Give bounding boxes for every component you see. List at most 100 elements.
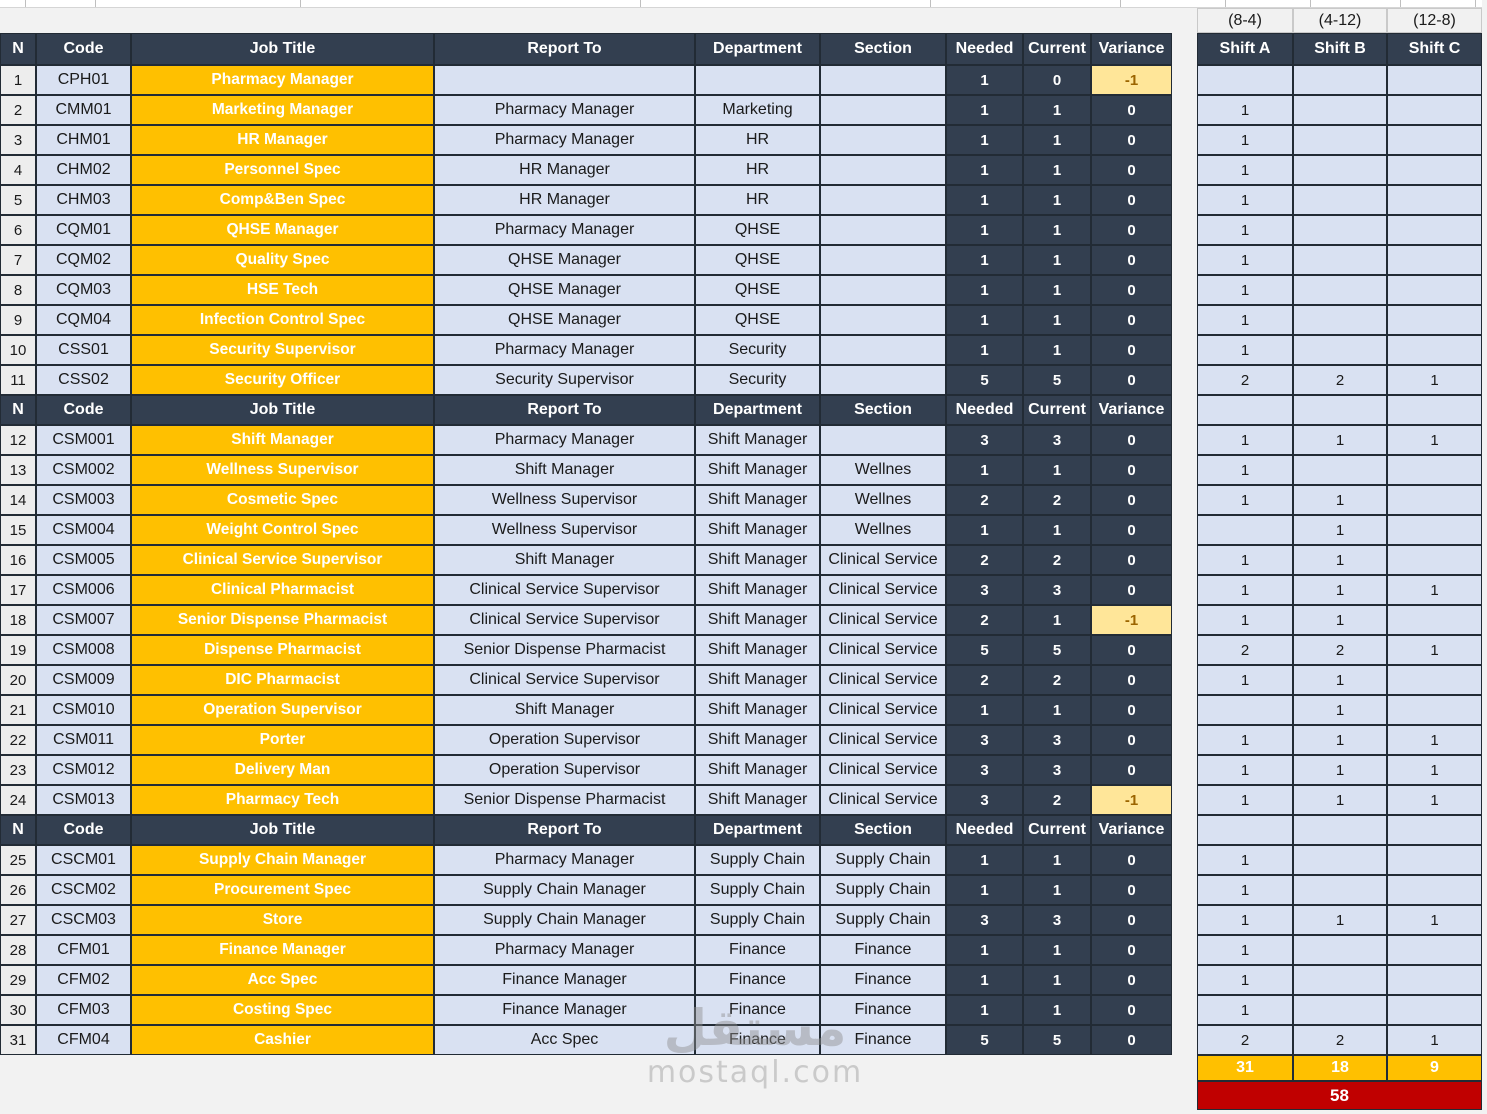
header-section[interactable]: Section — [820, 395, 946, 425]
report-to-cell[interactable]: QHSE Manager — [434, 305, 695, 335]
shift-b-cell[interactable]: 1 — [1293, 665, 1387, 695]
shift-a-cell[interactable]: 1 — [1197, 845, 1293, 875]
shift-b-cell[interactable]: 2 — [1293, 1025, 1387, 1055]
current-cell[interactable]: 1 — [1023, 965, 1091, 995]
row-number-cell[interactable]: 4 — [0, 155, 36, 185]
shift-c-cell[interactable]: 1 — [1387, 905, 1482, 935]
header-section[interactable]: Section — [820, 815, 946, 845]
shift-c-cell[interactable]: 1 — [1387, 365, 1482, 395]
section-cell[interactable]: Clinical Service — [820, 635, 946, 665]
row-number-cell[interactable]: 29 — [0, 965, 36, 995]
section-cell[interactable]: Finance — [820, 995, 946, 1025]
current-cell[interactable]: 1 — [1023, 185, 1091, 215]
code-cell[interactable]: CFM04 — [36, 1025, 131, 1055]
shift-c-cell[interactable] — [1387, 215, 1482, 245]
department-cell[interactable] — [695, 65, 820, 95]
department-cell[interactable]: Shift Manager — [695, 575, 820, 605]
needed-cell[interactable]: 1 — [946, 995, 1023, 1025]
department-cell[interactable]: Finance — [695, 1025, 820, 1055]
needed-cell[interactable]: 2 — [946, 485, 1023, 515]
shift-b-cell[interactable]: 2 — [1293, 365, 1387, 395]
shift-c-cell[interactable]: 1 — [1387, 755, 1482, 785]
code-cell[interactable]: CFM01 — [36, 935, 131, 965]
department-cell[interactable]: Supply Chain — [695, 875, 820, 905]
code-cell[interactable]: CPH01 — [36, 65, 131, 95]
section-cell[interactable]: Clinical Service — [820, 545, 946, 575]
current-cell[interactable]: 2 — [1023, 785, 1091, 815]
job-title-cell[interactable]: Costing Spec — [131, 995, 434, 1025]
header-needed[interactable]: Needed — [946, 815, 1023, 845]
code-cell[interactable]: CHM02 — [36, 155, 131, 185]
row-number-cell[interactable]: 26 — [0, 875, 36, 905]
row-number-cell[interactable]: 9 — [0, 305, 36, 335]
code-cell[interactable]: CSM013 — [36, 785, 131, 815]
header-row-number[interactable]: N — [0, 815, 36, 845]
job-title-cell[interactable]: Cosmetic Spec — [131, 485, 434, 515]
current-cell[interactable]: 1 — [1023, 275, 1091, 305]
current-cell[interactable]: 3 — [1023, 725, 1091, 755]
current-cell[interactable]: 1 — [1023, 695, 1091, 725]
job-title-cell[interactable]: Wellness Supervisor — [131, 455, 434, 485]
department-cell[interactable]: Shift Manager — [695, 455, 820, 485]
header-row-number[interactable]: N — [0, 33, 36, 65]
shift-c-cell[interactable] — [1387, 65, 1482, 95]
code-cell[interactable]: CHM03 — [36, 185, 131, 215]
code-cell[interactable]: CSM002 — [36, 455, 131, 485]
current-cell[interactable]: 1 — [1023, 995, 1091, 1025]
shift-c-cell[interactable] — [1387, 695, 1482, 725]
shift-c-cell[interactable] — [1387, 545, 1482, 575]
section-cell[interactable]: Wellnes — [820, 485, 946, 515]
current-cell[interactable]: 2 — [1023, 545, 1091, 575]
code-cell[interactable]: CSM006 — [36, 575, 131, 605]
section-cell[interactable] — [820, 245, 946, 275]
shift-a-cell[interactable]: 1 — [1197, 905, 1293, 935]
needed-cell[interactable]: 3 — [946, 905, 1023, 935]
shift-b-cell[interactable]: 2 — [1293, 635, 1387, 665]
section-cell[interactable]: Supply Chain — [820, 905, 946, 935]
job-title-cell[interactable]: DIC Pharmacist — [131, 665, 434, 695]
department-cell[interactable]: Shift Manager — [695, 545, 820, 575]
variance-cell[interactable]: 0 — [1091, 455, 1172, 485]
variance-cell[interactable]: 0 — [1091, 215, 1172, 245]
job-title-cell[interactable]: Weight Control Spec — [131, 515, 434, 545]
shift-b-cell[interactable] — [1293, 455, 1387, 485]
variance-cell[interactable]: 0 — [1091, 335, 1172, 365]
job-title-cell[interactable]: HSE Tech — [131, 275, 434, 305]
report-to-cell[interactable]: Operation Supervisor — [434, 725, 695, 755]
job-title-cell[interactable]: Acc Spec — [131, 965, 434, 995]
shift-a-cell[interactable]: 1 — [1197, 935, 1293, 965]
report-to-cell[interactable]: Shift Manager — [434, 695, 695, 725]
job-title-cell[interactable]: HR Manager — [131, 125, 434, 155]
current-cell[interactable]: 1 — [1023, 605, 1091, 635]
header-shift-b[interactable]: Shift B — [1293, 33, 1387, 65]
needed-cell[interactable]: 5 — [946, 1025, 1023, 1055]
shift-c-cell[interactable] — [1387, 995, 1482, 1025]
current-cell[interactable]: 3 — [1023, 755, 1091, 785]
code-cell[interactable]: CSM003 — [36, 485, 131, 515]
shift-b-cell[interactable] — [1293, 965, 1387, 995]
report-to-cell[interactable]: Pharmacy Manager — [434, 935, 695, 965]
row-number-cell[interactable]: 31 — [0, 1025, 36, 1055]
header-code[interactable]: Code — [36, 33, 131, 65]
code-cell[interactable]: CSS01 — [36, 335, 131, 365]
job-title-cell[interactable]: Quality Spec — [131, 245, 434, 275]
job-title-cell[interactable]: Personnel Spec — [131, 155, 434, 185]
shift-a-cell[interactable]: 1 — [1197, 125, 1293, 155]
report-to-cell[interactable]: Clinical Service Supervisor — [434, 605, 695, 635]
shift-b-cell[interactable] — [1293, 335, 1387, 365]
header-row-number[interactable]: N — [0, 395, 36, 425]
shift-b-cell[interactable]: 1 — [1293, 695, 1387, 725]
job-title-cell[interactable]: Store — [131, 905, 434, 935]
shift-a-cell[interactable]: 1 — [1197, 755, 1293, 785]
job-title-cell[interactable]: Delivery Man — [131, 755, 434, 785]
section-cell[interactable]: Clinical Service — [820, 785, 946, 815]
row-number-cell[interactable]: 14 — [0, 485, 36, 515]
code-cell[interactable]: CQM01 — [36, 215, 131, 245]
variance-cell[interactable]: -1 — [1091, 65, 1172, 95]
shift-a-cell[interactable]: 1 — [1197, 725, 1293, 755]
variance-cell[interactable]: 0 — [1091, 875, 1172, 905]
section-cell[interactable]: Clinical Service — [820, 755, 946, 785]
shift-empty-cell[interactable] — [1387, 815, 1482, 845]
shift-empty-cell[interactable] — [1197, 395, 1293, 425]
report-to-cell[interactable]: Operation Supervisor — [434, 755, 695, 785]
